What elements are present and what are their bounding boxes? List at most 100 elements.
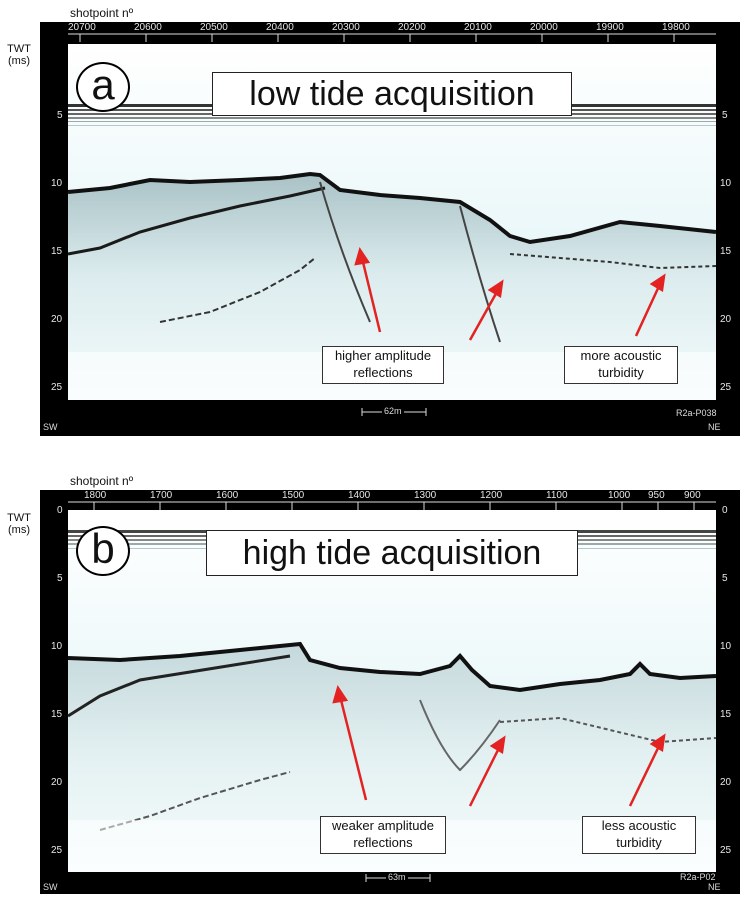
shotpoint-tick-a-8: 19900: [596, 22, 624, 33]
sediment-body: [68, 174, 716, 400]
annotation-arrows: [354, 247, 666, 341]
channel-fill: [319, 181, 501, 343]
depth-label-a-20: 20: [51, 314, 63, 325]
annotation-line: weaker amplitude: [332, 818, 434, 833]
depth-label-b-20: 20: [51, 777, 63, 788]
twt-label: TWT: [7, 512, 31, 524]
panel-title-a: low tide acquisition: [212, 72, 572, 116]
arrow-3-head: [649, 733, 666, 753]
shotpoint-tick-a-7: 20000: [530, 22, 558, 33]
turbidity-reflector: [509, 253, 717, 270]
annotation-line: less acoustic: [601, 818, 677, 833]
seismic-panel-a: 20700 20600 20500 20400 20300 20200 2010…: [40, 22, 740, 436]
depth-label-b-0: 0: [57, 505, 63, 516]
panel-letter-b: b: [76, 526, 130, 576]
shotpoint-tick-b-10: 900: [684, 490, 701, 501]
shotpoint-tick-a-4: 20300: [332, 22, 360, 33]
scale-label-b: 63m: [386, 872, 408, 882]
twt-label: TWT: [7, 43, 31, 55]
direction-right-b: NE: [708, 882, 721, 892]
channel-fill: [419, 699, 501, 772]
depth-label-a-25-right: 25: [720, 382, 732, 393]
twt-unit: (ms): [8, 55, 30, 67]
seabed-reflector: [67, 171, 717, 245]
subsurface-reflector: [67, 654, 291, 718]
depth-label-a-20-right: 20: [720, 314, 732, 325]
depth-label-b-5: 5: [57, 573, 63, 584]
shotpoint-tick-b-8: 1000: [608, 490, 631, 501]
depth-label-a-15-right: 15: [720, 246, 732, 257]
scale-label-a: 62m: [382, 406, 404, 416]
arrow-3-head: [649, 273, 666, 293]
top-ticks: [68, 501, 716, 510]
shotpoint-tick-a-1: 20600: [134, 22, 162, 33]
subsurface-reflector: [67, 186, 326, 256]
arrow-2-head: [487, 279, 504, 299]
annotation-less-turbidity: less acoustic turbidity: [582, 816, 696, 854]
top-ticks: [68, 33, 716, 42]
annotation-line: higher amplitude: [334, 348, 432, 363]
shotpoint-caption-a: shotpoint nº: [70, 6, 134, 20]
depth-label-a-5-right: 5: [722, 110, 728, 121]
shotpoint-tick-b-2: 1600: [216, 490, 239, 501]
annotation-line: reflections: [353, 835, 413, 850]
depth-label-a-15: 15: [51, 246, 63, 257]
panel-title-b: high tide acquisition: [206, 530, 578, 576]
arrow-1: [338, 695, 368, 801]
arrow-3: [634, 283, 662, 337]
depth-label-b-0-right: 0: [722, 505, 728, 516]
sediment-body: [68, 644, 716, 872]
arrow-1-head: [332, 685, 349, 704]
annotation-weaker-amplitude: weaker amplitude reflections: [320, 816, 446, 854]
shotpoint-tick-a-2: 20500: [200, 22, 228, 33]
shotpoint-tick-b-3: 1500: [282, 490, 305, 501]
profile-id-b: R2a-P02: [680, 872, 716, 882]
depth-label-b-15: 15: [51, 709, 63, 720]
annotation-line: more acoustic: [580, 348, 662, 363]
panel-letter-a: a: [76, 62, 130, 112]
arrow-1: [360, 257, 382, 333]
annotation-line: turbidity: [598, 365, 644, 380]
depth-label-a-25: 25: [51, 382, 63, 393]
depth-label-a-10: 10: [51, 178, 63, 189]
depth-label-b-5-right: 5: [722, 573, 728, 584]
shotpoint-caption-b: shotpoint nº: [70, 474, 134, 488]
depth-label-b-10-right: 10: [720, 641, 732, 652]
depth-label-b-20-right: 20: [720, 777, 732, 788]
annotation-line: turbidity: [616, 835, 662, 850]
direction-left-a: SW: [43, 422, 58, 432]
depth-label-b-25: 25: [51, 845, 63, 856]
twt-label-a: TWT (ms): [2, 43, 36, 67]
shotpoint-tick-b-9: 950: [648, 490, 665, 501]
arrow-2-head: [489, 735, 506, 755]
seabed-reflector: [67, 641, 717, 693]
shotpoint-tick-b-4: 1400: [348, 490, 371, 501]
shotpoint-tick-b-1: 1700: [150, 490, 173, 501]
arrow-2: [468, 289, 500, 341]
deep-reflector: [159, 257, 316, 323]
seismic-panel-b: 1800 1700 1600 1500 1400 1300 1200 1100 …: [40, 490, 740, 894]
annotation-arrows: [332, 685, 666, 807]
annotation-line: reflections: [353, 365, 413, 380]
shotpoint-tick-a-9: 19800: [662, 22, 690, 33]
direction-left-b: SW: [43, 882, 58, 892]
shotpoint-tick-a-3: 20400: [266, 22, 294, 33]
twt-unit: (ms): [8, 524, 30, 536]
annotation-higher-amplitude: higher amplitude reflections: [322, 346, 444, 384]
shotpoint-tick-a-5: 20200: [398, 22, 426, 33]
arrow-2: [468, 745, 502, 807]
shotpoint-tick-b-6: 1200: [480, 490, 503, 501]
depth-label-b-15-right: 15: [720, 709, 732, 720]
twt-label-b: TWT (ms): [2, 512, 36, 536]
depth-label-b-10: 10: [51, 641, 63, 652]
shotpoint-tick-b-0: 1800: [84, 490, 107, 501]
shotpoint-tick-b-5: 1300: [414, 490, 437, 501]
shotpoint-tick-a-6: 20100: [464, 22, 492, 33]
arrow-1-head: [354, 247, 371, 266]
profile-id-a: R2a-P038: [676, 408, 717, 418]
annotation-more-turbidity: more acoustic turbidity: [564, 346, 678, 384]
depth-label-a-5: 5: [57, 110, 63, 121]
shotpoint-tick-a-0: 20700: [68, 22, 96, 33]
direction-right-a: NE: [708, 422, 721, 432]
depth-label-b-25-right: 25: [720, 845, 732, 856]
